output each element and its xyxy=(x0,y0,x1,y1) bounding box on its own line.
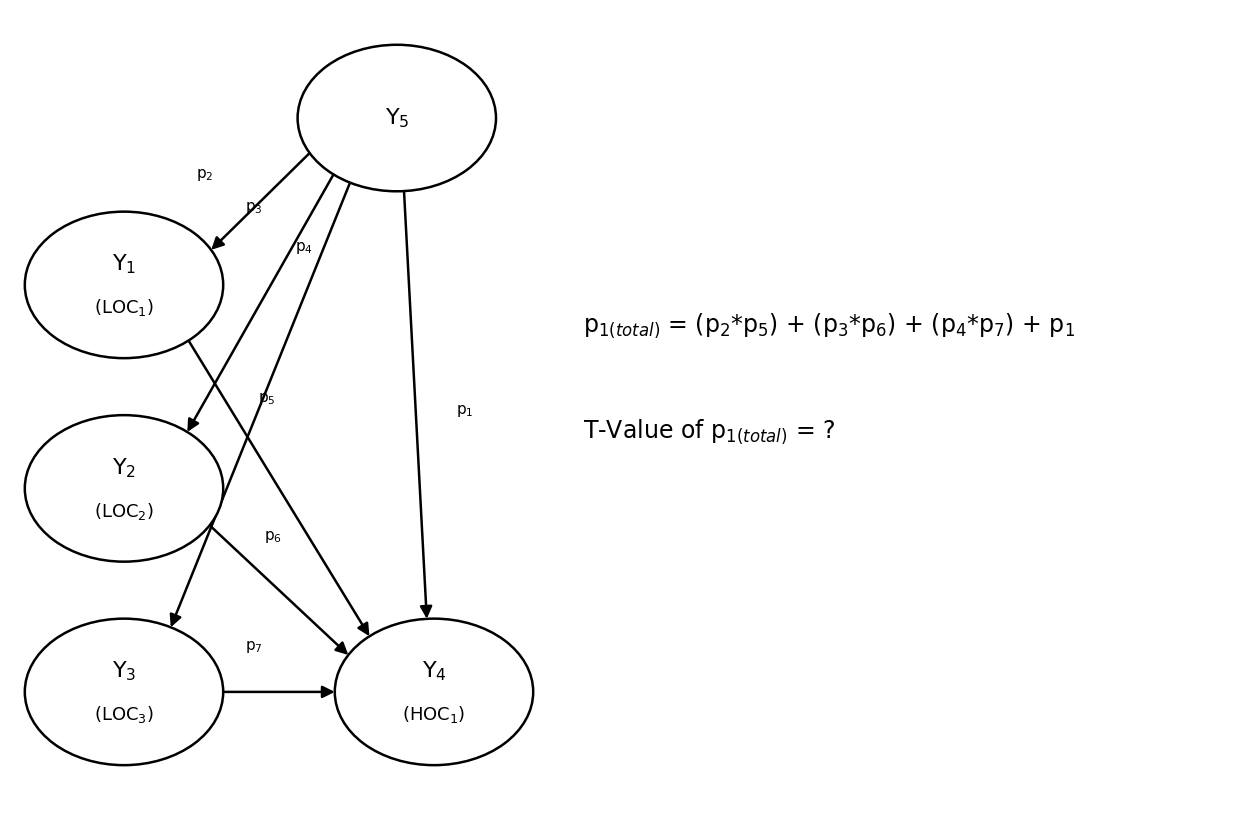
Text: p$_{1(total)}$ = (p$_2$*p$_5$) + (p$_3$*p$_6$) + (p$_4$*p$_7$) + p$_1$: p$_{1(total)}$ = (p$_2$*p$_5$) + (p$_3$*… xyxy=(583,312,1075,339)
Text: p$_6$: p$_6$ xyxy=(264,529,281,545)
Text: Y$_3$: Y$_3$ xyxy=(112,660,136,683)
Text: Y$_2$: Y$_2$ xyxy=(112,457,136,479)
Text: p$_3$: p$_3$ xyxy=(246,199,263,216)
Text: (LOC$_2$): (LOC$_2$) xyxy=(94,501,154,522)
Ellipse shape xyxy=(25,619,223,765)
Text: p$_5$: p$_5$ xyxy=(258,391,275,407)
Text: (LOC$_1$): (LOC$_1$) xyxy=(94,297,154,318)
Ellipse shape xyxy=(25,415,223,562)
Ellipse shape xyxy=(25,212,223,358)
Text: (HOC$_1$): (HOC$_1$) xyxy=(402,704,466,725)
Text: p$_1$: p$_1$ xyxy=(456,403,474,419)
Ellipse shape xyxy=(335,619,533,765)
Text: Y$_1$: Y$_1$ xyxy=(112,253,136,276)
Text: p$_7$: p$_7$ xyxy=(246,639,263,655)
Ellipse shape xyxy=(298,45,496,191)
Text: T-Value of p$_{1(total)}$ = ?: T-Value of p$_{1(total)}$ = ? xyxy=(583,418,835,445)
Text: (LOC$_3$): (LOC$_3$) xyxy=(94,704,154,725)
Text: p$_2$: p$_2$ xyxy=(196,167,213,183)
Text: Y$_4$: Y$_4$ xyxy=(422,660,446,683)
Text: Y$_5$: Y$_5$ xyxy=(384,107,409,129)
Text: p$_4$: p$_4$ xyxy=(295,240,312,256)
